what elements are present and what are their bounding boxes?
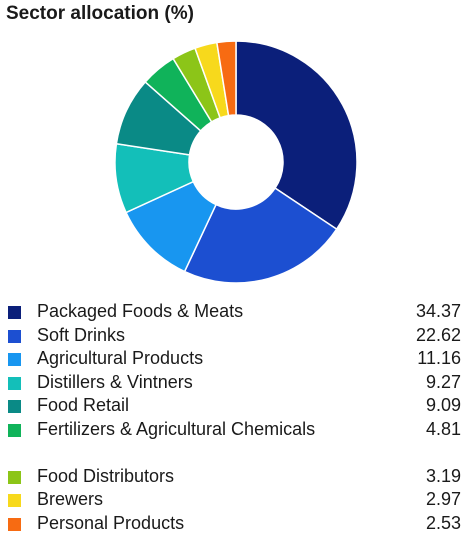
legend-item: Food Distributors 3.19: [0, 465, 466, 489]
legend-value: 3.19: [425, 465, 461, 486]
legend-label: Soft Drinks: [37, 324, 126, 345]
legend-value: 2.97: [425, 489, 461, 509]
slice-9: [215, 40, 237, 117]
legend-swatch: [8, 400, 21, 413]
legend-label: Packaged Foods & Meats: [37, 301, 244, 321]
legend-item: Agricultural Products 11.16: [0, 347, 466, 371]
legend-value: 34.37: [415, 301, 461, 321]
legend-value: 11.16: [417, 348, 461, 368]
legend-label: Distillers & Vintners: [37, 371, 193, 392]
legend-swatch: [8, 494, 21, 507]
legend-label: Fertilizers & Agricultural Chemicals: [37, 418, 316, 439]
legend-value: 9.09: [425, 395, 461, 415]
legend-item: Packaged Foods & Meats 34.37: [0, 300, 466, 324]
legend-label: Agricultural Products: [37, 348, 204, 368]
legend-label: Personal Products: [37, 512, 185, 533]
legend-swatch: [8, 376, 21, 390]
legend-item: Brewers 2.97: [0, 488, 466, 512]
legend-swatch: [8, 470, 21, 484]
donut-chart: [114, 40, 358, 284]
chart-title: Sector allocation (%): [6, 3, 194, 24]
legend-swatch: [8, 306, 21, 319]
slice-1: [235, 40, 358, 231]
slice-2: [183, 187, 338, 284]
legend-label: Food Retail: [37, 395, 130, 415]
legend-item: Distillers & Vintners 9.27: [0, 371, 466, 395]
legend-swatch: [8, 329, 21, 343]
legend-swatch: [8, 423, 21, 437]
legend-swatch: [8, 353, 21, 366]
legend-item: Food Retail 9.09: [0, 394, 466, 418]
legend-item: Soft Drinks 22.62: [0, 324, 466, 348]
legend-swatch: [8, 517, 21, 531]
legend-item: Fertilizers & Agricultural Chemicals 4.81: [0, 418, 466, 465]
legend: Packaged Foods & Meats 34.37 Soft Drinks 22…: [0, 300, 466, 535]
legend-label: Brewers: [37, 489, 104, 509]
legend-value: 2.53: [425, 512, 461, 533]
legend-value: 4.81: [425, 418, 461, 439]
legend-value: 22.62: [415, 324, 461, 345]
legend-label: Food Distributors: [37, 465, 175, 486]
legend-value: 9.27: [425, 371, 461, 392]
legend-item: Personal Products 2.53: [0, 512, 466, 536]
